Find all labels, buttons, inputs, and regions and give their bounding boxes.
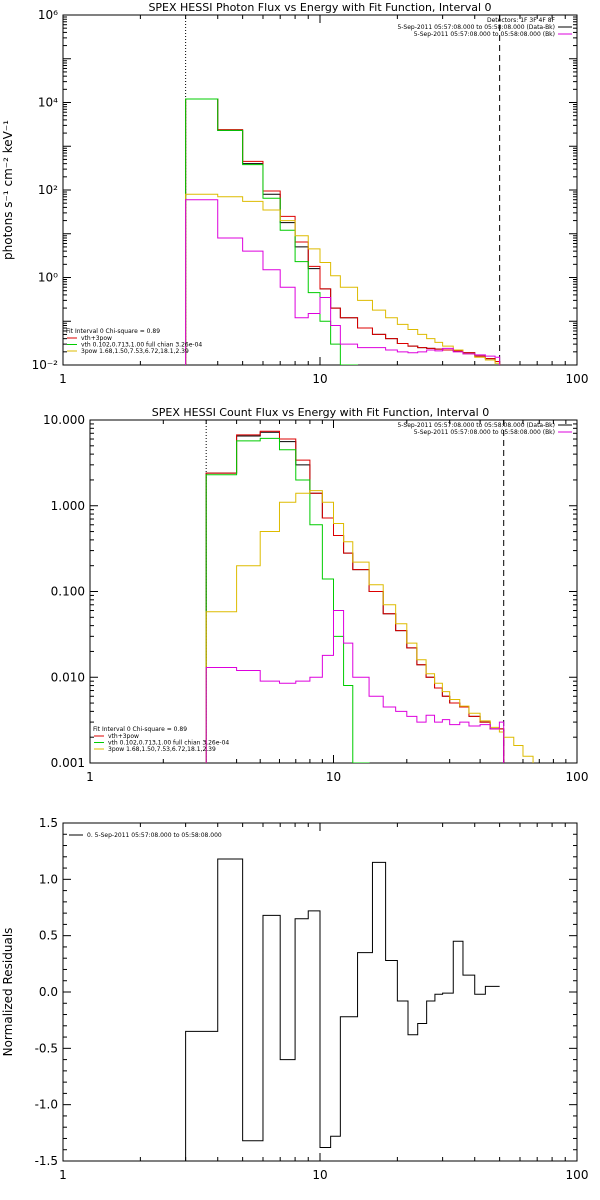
header-block: 5-Sep-2011 05:57:08.000 to 05:58:08.000 …	[397, 422, 572, 436]
legend-label: 3pow 1.68,1.50,7.53,6.72,18.1,2.39	[108, 746, 216, 753]
y-tick-label: 10²	[38, 183, 58, 197]
chart-title: SPEX HESSI Count Flux vs Energy with Fit…	[152, 406, 489, 419]
x-axis: 1 10 100	[59, 823, 588, 1182]
y-axis-label: Normalized Residuals	[1, 928, 15, 1057]
legend-label: vth 0.102,0.713,1.00 full chian 3.26e-04	[81, 342, 202, 349]
y-tick-label: 0.5	[39, 929, 58, 943]
legend: Fit Interval 0 Chi-square = 0.89vth+3pow…	[66, 328, 202, 355]
y-tick-label: -0.5	[35, 1041, 58, 1055]
series-line-5	[205, 610, 505, 763]
x-tick-label: 100	[566, 372, 589, 386]
y-tick-label: 10.000	[43, 413, 85, 427]
series-line-5	[185, 199, 501, 365]
header-line: 5-Sep-2011 05:57:08.000 to 05:58:08.000 …	[414, 31, 555, 38]
y-tick-label: 1.0	[39, 872, 58, 886]
y-tick-label: 10⁴	[38, 96, 58, 110]
y-tick-label: 10⁶	[38, 8, 58, 22]
header-line: Detectors: 1F 3F 4F 8F	[487, 17, 556, 24]
legend: Fit Interval 0 Chi-square = 0.89vth+3pow…	[93, 726, 229, 753]
y-tick-label: 1.5	[39, 816, 58, 830]
y-axis: 10⁻² 10⁰ 10² 10⁴ 10⁶	[32, 8, 577, 372]
legend-label: vth+3pow	[81, 335, 112, 342]
chart-panel-3: 1 10 100 -1.5 -1.0 -0.5 0.0 0.5 1.0 1.5 Normalized…	[1, 816, 588, 1182]
x-tick-label: 10	[326, 770, 341, 784]
x-tick-label: 100	[566, 1168, 589, 1182]
series-group	[185, 858, 500, 1161]
x-tick-label: 100	[566, 770, 589, 784]
header-block: Detectors: 1F 3F 4F 8F5-Sep-2011 05:57:0…	[397, 17, 572, 38]
series-line-3	[185, 98, 359, 365]
y-tick-label: 0.0	[39, 985, 58, 999]
y-tick-label: 10⁻²	[32, 358, 59, 372]
y-tick-label: 0.001	[51, 756, 85, 770]
legend: 0. 5-Sep-2011 05:57:08.000 to 05:58:08.0…	[69, 832, 222, 839]
chart-panel-1: SPEX HESSI Photon Flux vs Energy with Fi…	[1, 1, 588, 386]
series-line-4	[205, 490, 534, 763]
legend-header: Fit Interval 0 Chi-square = 0.89	[66, 328, 160, 335]
series-group	[205, 430, 534, 763]
legend-label: 3pow 1.68,1.50,7.53,6.72,18.1,2.39	[81, 348, 189, 355]
legend-label: vth 0.102,0.713,1.00 full chian 3.26e-04	[108, 740, 229, 747]
header-line: 5-Sep-2011 05:57:08.000 to 05:58:08.000 …	[397, 422, 555, 429]
x-tick-label: 1	[86, 770, 94, 784]
header-line: 5-Sep-2011 05:57:08.000 to 05:58:08.000 …	[414, 429, 555, 436]
y-tick-label: 1.000	[51, 499, 85, 513]
x-tick-label: 1	[59, 372, 67, 386]
x-tick-label: 10	[312, 372, 327, 386]
legend-label: vth+3pow	[108, 733, 139, 740]
chart-panel-2: SPEX HESSI Count Flux vs Energy with Fit…	[43, 406, 588, 784]
y-axis: 0.001 0.010 0.100 1.000 10.000	[43, 413, 577, 770]
y-tick-label: -1.5	[35, 1154, 58, 1168]
y-axis: -1.5 -1.0 -0.5 0.0 0.5 1.0 1.5	[35, 816, 577, 1168]
header-line: 5-Sep-2011 05:57:08.000 to 05:58:08.000 …	[397, 24, 555, 31]
y-tick-label: 0.100	[51, 585, 85, 599]
y-tick-label: -1.0	[35, 1098, 58, 1112]
y-tick-label: 10⁰	[38, 271, 58, 285]
y-axis-label: photons s⁻¹ cm⁻² keV⁻¹	[1, 120, 15, 260]
chart-title: SPEX HESSI Photon Flux vs Energy with Fi…	[148, 1, 491, 14]
x-tick-label: 10	[312, 1168, 327, 1182]
legend-header: Fit Interval 0 Chi-square = 0.89	[93, 726, 187, 733]
series-line-3	[205, 437, 370, 763]
legend-label: 0. 5-Sep-2011 05:57:08.000 to 05:58:08.0…	[87, 832, 222, 839]
x-tick-label: 1	[59, 1168, 67, 1182]
y-tick-label: 0.010	[51, 670, 85, 684]
series-group	[185, 98, 501, 365]
series-line-1	[185, 858, 500, 1161]
